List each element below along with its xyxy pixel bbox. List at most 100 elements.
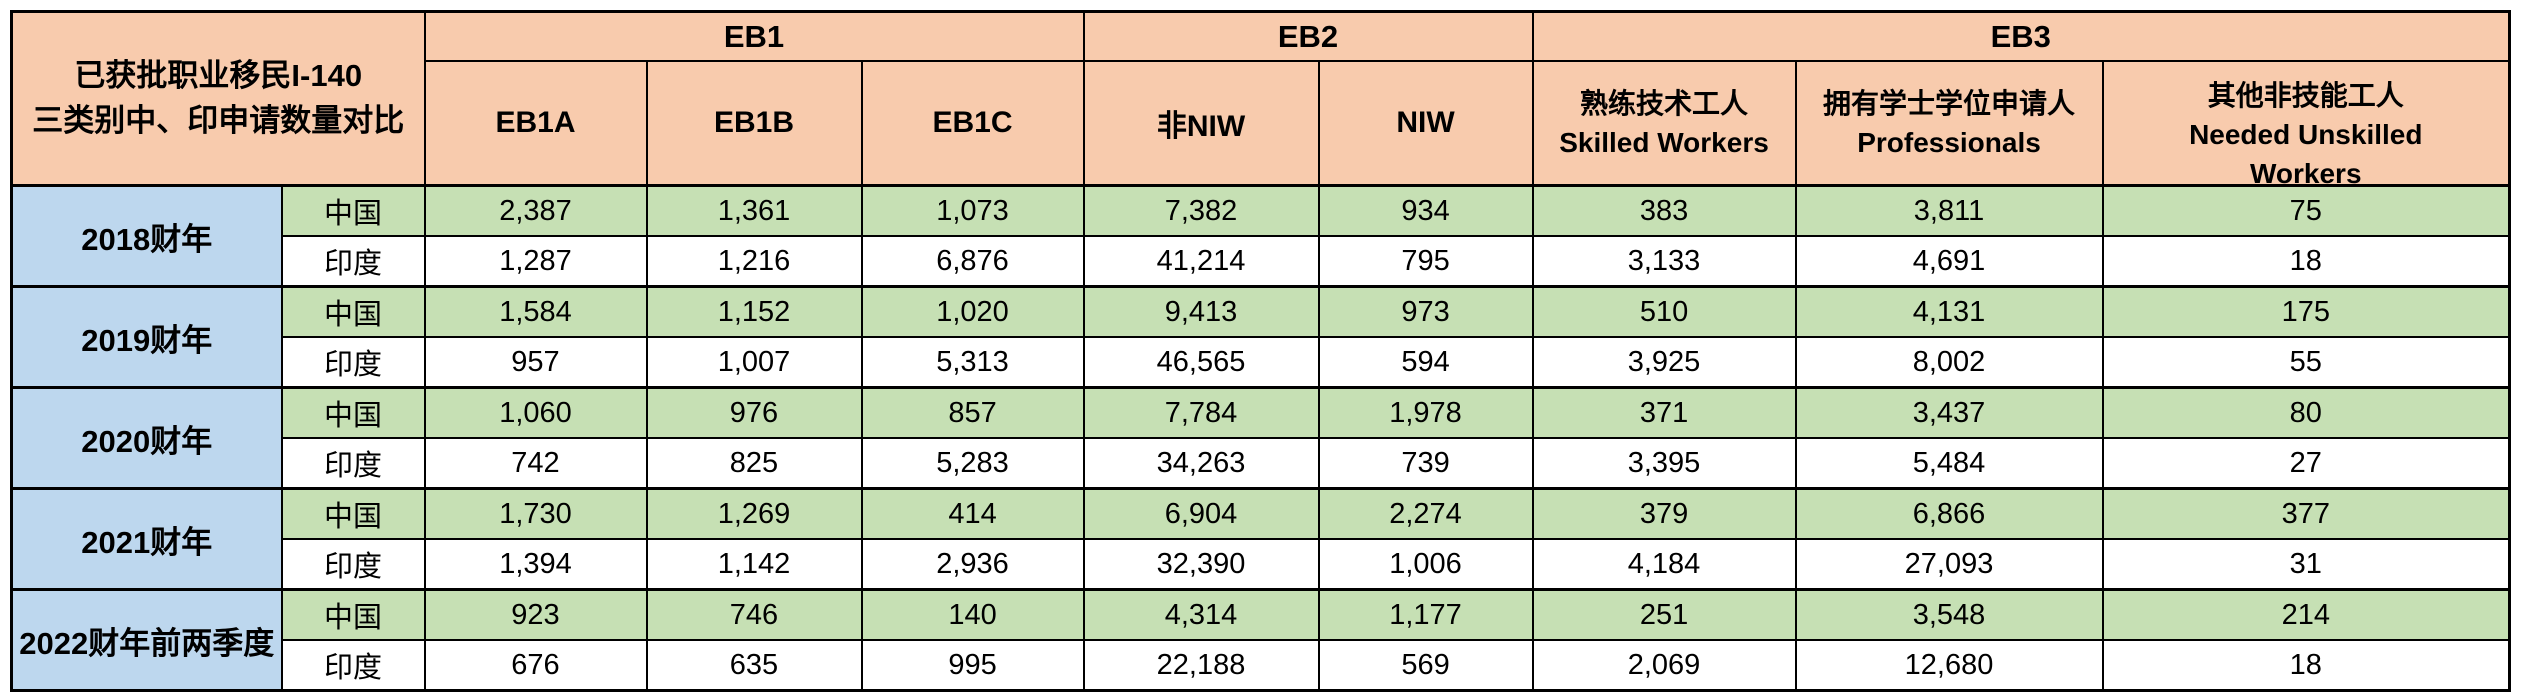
value-cell: 41,214 [1082,235,1320,288]
value-cell: 2,936 [860,538,1085,591]
col-header-unskilled-workers-cn: 其他非技能工人 [2207,80,2404,111]
table-title: 已获批职业移民I-140 三类别中、印申请数量对比 [10,10,426,187]
value-cell: 923 [423,588,648,641]
country-label: 中国 [280,285,426,338]
value-cell: 4,184 [1531,538,1797,591]
value-cell: 1,007 [645,336,863,389]
value-cell: 795 [1317,235,1534,288]
table-title-line1: 已获批职业移民I-140 [74,58,363,94]
value-cell: 4,314 [1082,588,1320,641]
year-label: 2020财年 [10,386,283,490]
value-cell: 1,142 [645,538,863,591]
value-cell: 371 [1531,386,1797,439]
col-header-unskilled-workers-en2: Workers [2249,158,2362,184]
country-label: 中国 [280,184,426,237]
table-row: 印度 742 825 5,283 34,263 739 3,395 5,484 27 [12,437,2511,490]
col-header-skilled-workers-cn: 熟练技术工人 [1580,88,1749,119]
value-cell: 825 [645,437,863,490]
value-cell: 1,287 [423,235,648,288]
col-header-professionals-en: Professionals [1857,127,2041,158]
value-cell: 934 [1317,184,1534,237]
group-header-eb3: EB3 [1531,10,2511,62]
value-cell: 1,152 [645,285,863,338]
col-header-unskilled-workers-en: Needed Unskilled [2189,119,2423,150]
value-cell: 414 [860,487,1085,540]
country-label: 中国 [280,487,426,540]
col-header-non-niw: 非NIW [1082,60,1320,187]
value-cell: 1,361 [645,184,863,237]
value-cell: 739 [1317,437,1534,490]
value-cell: 175 [2101,285,2511,338]
value-cell: 140 [860,588,1085,641]
value-cell: 742 [423,437,648,490]
col-header-skilled-workers-en: Skilled Workers [1559,127,1769,158]
value-cell: 3,133 [1531,235,1797,288]
table-row: 印度 1,394 1,142 2,936 32,390 1,006 4,184 27,093 3… [12,538,2511,591]
value-cell: 34,263 [1082,437,1320,490]
value-cell: 3,437 [1794,386,2104,439]
value-cell: 4,131 [1794,285,2104,338]
group-header-row: 已获批职业移民I-140 三类别中、印申请数量对比 EB1 EB2 EB3 [10,10,2511,187]
value-cell: 857 [860,386,1085,439]
col-header-eb1c: EB1C [860,60,1085,187]
value-cell: 676 [423,639,648,692]
value-cell: 1,978 [1317,386,1534,439]
value-cell: 7,784 [1082,386,1320,439]
table-body: 2018财年 中国 2,387 1,361 1,073 7,382 934 383 3,811 7… [10,184,2511,692]
value-cell: 383 [1531,184,1797,237]
i140-comparison-table: 已获批职业移民I-140 三类别中、印申请数量对比 EB1 EB2 EB3 EB… [10,10,2512,692]
value-cell: 3,925 [1531,336,1797,389]
value-cell: 995 [860,639,1085,692]
value-cell: 8,002 [1794,336,2104,389]
value-cell: 569 [1317,639,1534,692]
value-cell: 1,216 [645,235,863,288]
value-cell: 973 [1317,285,1534,338]
value-cell: 1,584 [423,285,648,338]
value-cell: 6,866 [1794,487,2104,540]
value-cell: 1,730 [423,487,648,540]
value-cell: 3,811 [1794,184,2104,237]
value-cell: 251 [1531,588,1797,641]
value-cell: 5,283 [860,437,1085,490]
value-cell: 6,876 [860,235,1085,288]
table-row: 印度 957 1,007 5,313 46,565 594 3,925 8,002 55 [12,336,2511,389]
value-cell: 80 [2101,386,2511,439]
year-label: 2018财年 [10,184,283,288]
year-label: 2019财年 [10,285,283,389]
col-header-skilled-workers: 熟练技术工人 Skilled Workers [1531,60,1797,187]
table-row: 印度 676 635 995 22,188 569 2,069 12,680 18 [12,639,2511,692]
value-cell: 3,548 [1794,588,2104,641]
year-label: 2022财年前两季度 [10,588,283,692]
value-cell: 635 [645,639,863,692]
value-cell: 2,274 [1317,487,1534,540]
value-cell: 957 [423,336,648,389]
year-label: 2021财年 [10,487,283,591]
value-cell: 27 [2101,437,2511,490]
value-cell: 976 [645,386,863,439]
value-cell: 510 [1531,285,1797,338]
table-row: 2018财年 中国 2,387 1,361 1,073 7,382 934 383 3,811 7… [10,184,2511,288]
sub-header-row: EB1A EB1B EB1C 非NIW NIW 熟练技术工人 Skilled W… [12,60,2511,187]
value-cell: 75 [2101,184,2511,237]
country-label: 印度 [280,235,426,288]
group-header-eb1: EB1 [423,10,1085,62]
value-cell: 18 [2101,639,2511,692]
value-cell: 7,382 [1082,184,1320,237]
value-cell: 594 [1317,336,1534,389]
table-row: 2019财年 中国 1,584 1,152 1,020 9,413 973 510 4,131 1… [10,285,2511,389]
value-cell: 2,387 [423,184,648,237]
value-cell: 9,413 [1082,285,1320,338]
value-cell: 18 [2101,235,2511,288]
country-label: 中国 [280,386,426,439]
col-header-eb1a: EB1A [423,60,648,187]
value-cell: 12,680 [1794,639,2104,692]
table-row: 印度 1,287 1,216 6,876 41,214 795 3,133 4,691 18 [12,235,2511,288]
group-header-eb2: EB2 [1082,10,1534,62]
value-cell: 214 [2101,588,2511,641]
value-cell: 27,093 [1794,538,2104,591]
col-header-niw: NIW [1317,60,1534,187]
col-header-eb1b: EB1B [645,60,863,187]
value-cell: 379 [1531,487,1797,540]
country-label: 印度 [280,437,426,490]
